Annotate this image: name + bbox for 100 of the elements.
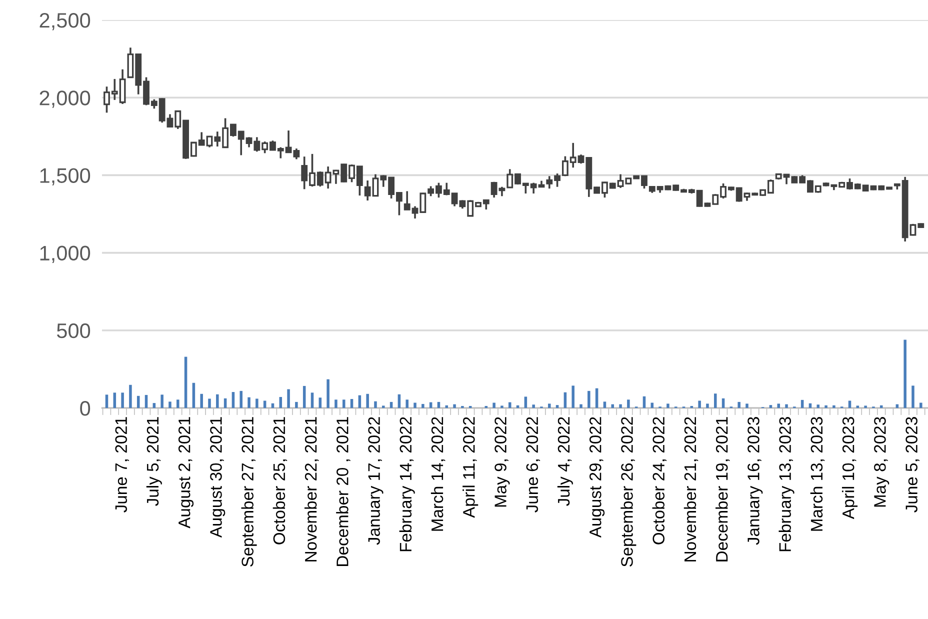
- bar: [912, 386, 914, 408]
- bar: [627, 400, 630, 408]
- x-tick-label: July 4, 2022: [557, 417, 573, 506]
- bar: [556, 405, 559, 408]
- bar: [769, 405, 772, 408]
- bar: [240, 390, 242, 408]
- bar: [144, 394, 148, 408]
- bar: [295, 402, 298, 408]
- bar: [548, 404, 551, 408]
- bar: [184, 356, 188, 408]
- bar: [414, 402, 416, 408]
- bar: [374, 401, 377, 408]
- x-tick-label: April 11, 2022: [462, 417, 478, 518]
- bar: [437, 402, 440, 408]
- bar: [564, 392, 567, 408]
- bar: [342, 400, 346, 408]
- bar: [738, 402, 740, 408]
- bar: [453, 404, 456, 408]
- bar: [334, 400, 338, 408]
- bar: [232, 392, 235, 408]
- bar: [216, 394, 219, 408]
- bar: [492, 402, 496, 408]
- bar: [619, 404, 622, 408]
- bar: [310, 392, 314, 408]
- bar: [445, 405, 448, 408]
- bar: [603, 402, 606, 408]
- x-tick-label: October 24, 2022: [652, 417, 666, 544]
- bar: [318, 398, 322, 408]
- x-tick-label: September 27, 2021: [241, 417, 257, 567]
- bar: [824, 405, 828, 408]
- bar: [666, 404, 670, 408]
- bar: [580, 404, 582, 408]
- x-tick-label: August 2, 2021: [178, 417, 194, 528]
- bar: [422, 404, 424, 408]
- bar: [192, 382, 196, 408]
- x-tick-label: April 10, 2023: [842, 417, 858, 520]
- x-tick-label: March 14, 2022: [430, 417, 446, 531]
- x-tick-label: February 13, 2023: [778, 417, 794, 552]
- bar: [105, 394, 108, 408]
- x-tick-label: December 20 , 2021: [336, 417, 350, 566]
- bar: [904, 340, 906, 408]
- x-tick-label: June 7, 2021: [115, 417, 129, 512]
- bar: [390, 402, 393, 408]
- bar: [208, 398, 211, 408]
- bar: [160, 394, 164, 408]
- bar: [698, 400, 701, 408]
- bar: [746, 404, 748, 408]
- y-tick-label: 500: [56, 323, 90, 338]
- x-tick-label: March 13, 2023: [810, 417, 825, 531]
- x-tick-label: May 8, 2023: [874, 417, 890, 507]
- x-tick-label: December 19, 2021: [716, 417, 730, 562]
- bar: [176, 400, 180, 408]
- bar: [611, 404, 614, 408]
- bar: [129, 384, 132, 408]
- bar: [350, 399, 354, 408]
- x-tick-label: October 25, 2021: [272, 417, 288, 544]
- bar: [200, 394, 203, 408]
- bar: [722, 398, 725, 408]
- y-tick-label: 1,500: [40, 168, 90, 186]
- bar: [816, 404, 820, 408]
- bar: [366, 394, 369, 408]
- bar: [714, 394, 717, 408]
- bar: [588, 390, 590, 408]
- x-tick-label: August 29, 2022: [589, 417, 605, 538]
- bar: [152, 403, 156, 408]
- x-tick-label: November 22, 2021: [304, 417, 319, 562]
- bar: [777, 404, 780, 408]
- y-tick-label: 2,500: [40, 13, 90, 30]
- x-tick-label: June 6, 2022: [526, 417, 540, 512]
- y-tick-label: 0: [80, 401, 90, 416]
- bar: [785, 404, 788, 408]
- x-tick-label: September 26, 2022: [620, 417, 636, 567]
- bar: [406, 400, 408, 408]
- bar: [256, 398, 258, 408]
- y-tick-label: 2,000: [40, 90, 90, 108]
- bar: [248, 397, 250, 408]
- bar: [263, 400, 266, 408]
- bar: [848, 400, 852, 408]
- bar: [113, 392, 116, 408]
- bar: [136, 396, 140, 408]
- x-tick-label: February 14, 2022: [399, 417, 415, 552]
- bar: [279, 396, 282, 408]
- bar: [920, 402, 922, 408]
- x-tick-label: June 5, 2023: [906, 417, 920, 512]
- bar: [287, 389, 290, 408]
- x-tick-label: July 5, 2021: [146, 417, 162, 506]
- bar: [326, 379, 330, 408]
- bar: [650, 402, 654, 408]
- bar: [532, 404, 535, 408]
- bar: [168, 402, 172, 408]
- bar: [800, 400, 804, 408]
- bar: [706, 404, 709, 408]
- x-tick-label: August 30, 2021: [210, 417, 226, 538]
- bar: [832, 405, 836, 408]
- bar: [524, 396, 528, 408]
- x-tick-label: January 16, 2023: [748, 417, 763, 545]
- bar: [121, 392, 124, 408]
- bar: [224, 398, 227, 408]
- y-tick-label: 1,000: [40, 246, 90, 264]
- bar: [302, 386, 306, 408]
